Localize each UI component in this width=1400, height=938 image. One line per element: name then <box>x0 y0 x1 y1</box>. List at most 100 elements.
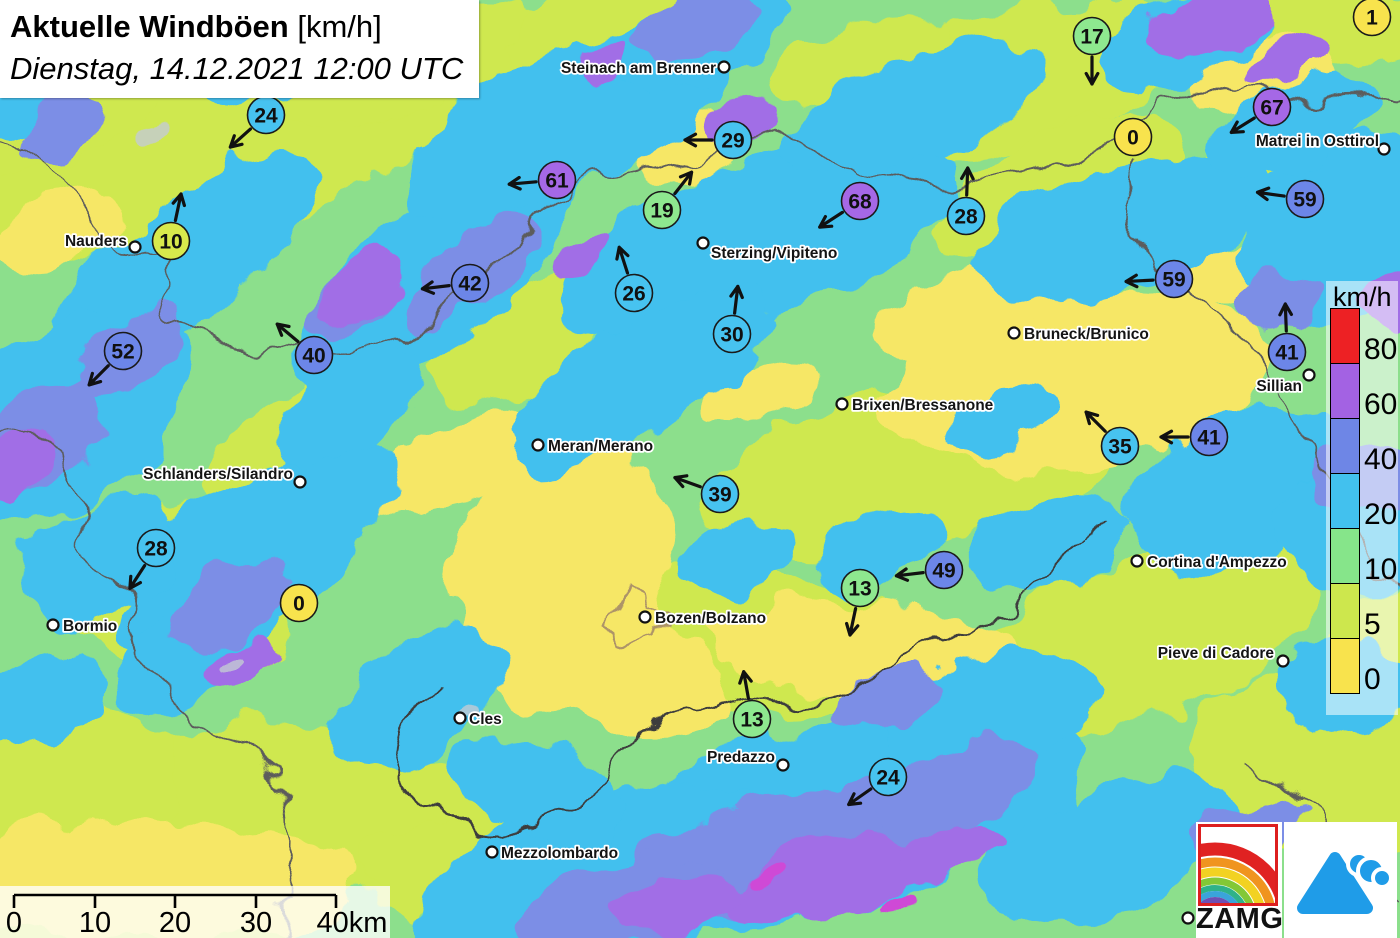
station-marker: 26 <box>614 245 654 313</box>
station-circle <box>1072 16 1112 56</box>
place-dot <box>46 618 60 632</box>
wind-direction-arrow <box>1229 116 1256 134</box>
place-marker: Bormio <box>46 616 119 637</box>
station-circle <box>294 335 334 375</box>
station-value: 49 <box>932 560 955 583</box>
legend-swatch <box>1330 473 1360 529</box>
wind-direction-arrow <box>420 280 451 295</box>
station-circle <box>1252 87 1292 127</box>
station-circle <box>840 181 880 221</box>
station-circle <box>1113 117 1153 157</box>
station-value: 13 <box>848 578 871 601</box>
place-dot <box>1377 142 1391 156</box>
wind-direction-arrow <box>818 210 844 229</box>
legend-label: 60 <box>1364 388 1398 421</box>
station-value: 61 <box>545 170 569 193</box>
place-marker: Nauders <box>63 231 142 254</box>
mountain-cloud-icon <box>1296 851 1389 914</box>
station-circle <box>1285 179 1325 219</box>
station-value: 28 <box>144 538 168 561</box>
legend-label: 5 <box>1364 608 1381 641</box>
station-circle <box>713 120 753 160</box>
color-legend: km/h 80 60 40 20 10 5 0 <box>1326 281 1398 715</box>
scale-tick-label: 20 <box>159 907 191 938</box>
place-dot <box>1130 554 1144 568</box>
station-marker: 28 <box>128 528 176 590</box>
station-marker: 1 <box>1352 0 1392 37</box>
place-marker: Mezzolombardo <box>485 843 620 864</box>
place-label: Sterzing/Vipiteno <box>711 245 837 262</box>
wind-direction-arrow <box>128 564 147 590</box>
station-marker: 30 <box>712 284 752 354</box>
station-marker: 13 <box>840 568 880 637</box>
station-value: 17 <box>1080 26 1103 49</box>
station-circle <box>151 221 191 261</box>
station-circle <box>840 568 880 608</box>
place-dot <box>835 397 849 411</box>
station-circle <box>1267 332 1307 372</box>
station-circle <box>700 474 740 514</box>
zamg-logo: ZAMG <box>1196 822 1283 938</box>
station-marker: 29 <box>683 120 753 160</box>
station-marker: 39 <box>673 474 740 514</box>
scale-tick-label: 40km <box>317 907 388 938</box>
legend-swatch <box>1330 308 1360 364</box>
station-value: 35 <box>1108 436 1132 459</box>
station-circle <box>1352 0 1392 37</box>
place-marker: Predazzo <box>705 747 790 772</box>
place-dot <box>638 610 652 624</box>
wind-direction-arrow <box>615 245 630 275</box>
legend-label: 0 <box>1364 663 1381 696</box>
station-circle <box>732 699 772 739</box>
place-label: Sillian <box>1256 378 1302 395</box>
province-border-line <box>396 519 1106 840</box>
station-circle <box>450 263 490 303</box>
station-circle <box>136 528 176 568</box>
station-marker: 59 <box>1255 179 1325 219</box>
station-marker: 24 <box>847 757 908 807</box>
legend-label: 20 <box>1364 498 1398 531</box>
place-marker: Cortina d'Ampezzo <box>1130 552 1289 573</box>
station-value: 68 <box>848 191 872 214</box>
legend-label: 40 <box>1364 443 1398 476</box>
station-value: 19 <box>650 200 673 223</box>
title-text: Aktuelle Windböen <box>10 9 289 44</box>
station-circle <box>537 160 577 200</box>
wind-direction-arrow <box>673 474 702 489</box>
legend-swatch <box>1330 528 1360 584</box>
place-marker: Meran/Merano <box>531 436 655 457</box>
station-circle <box>1154 259 1194 299</box>
wind-direction-arrow <box>1159 429 1190 445</box>
station-marker: 52 <box>87 331 143 387</box>
station-marker: 17 <box>1072 16 1112 86</box>
station-value: 24 <box>876 767 900 790</box>
place-label: Nauders <box>65 233 127 250</box>
place-marker: Pieve di Cadore <box>1156 643 1290 668</box>
place-label: Bozen/Bolzano <box>655 610 766 627</box>
station-value: 67 <box>1260 97 1283 120</box>
station-value: 59 <box>1162 269 1185 292</box>
scale-tick-label: 0 <box>6 907 22 938</box>
scale-tick-label: 10 <box>79 907 111 938</box>
station-circle <box>279 583 319 623</box>
wind-direction-arrow <box>1124 273 1155 289</box>
wind-direction-arrow <box>847 787 873 807</box>
station-marker: 61 <box>507 160 577 200</box>
station-marker: 49 <box>894 550 964 590</box>
station-circle <box>712 314 752 354</box>
station-marker: 0 <box>279 583 319 623</box>
station-value: 29 <box>721 130 744 153</box>
place-marker: Bruneck/Brunico <box>1007 324 1151 345</box>
station-circle <box>868 757 908 797</box>
legend-swatch <box>1330 363 1360 419</box>
station-marker: 19 <box>642 170 694 230</box>
weather-app-icon <box>1284 822 1397 938</box>
station-value: 0 <box>1127 127 1139 150</box>
place-marker: Sterzing/Vipiteno <box>696 236 839 264</box>
wind-direction-arrow <box>171 192 186 223</box>
place-label: Mezzolombardo <box>501 845 618 862</box>
place-marker: Bozen/Bolzano <box>638 608 768 629</box>
station-value: 39 <box>708 484 731 507</box>
